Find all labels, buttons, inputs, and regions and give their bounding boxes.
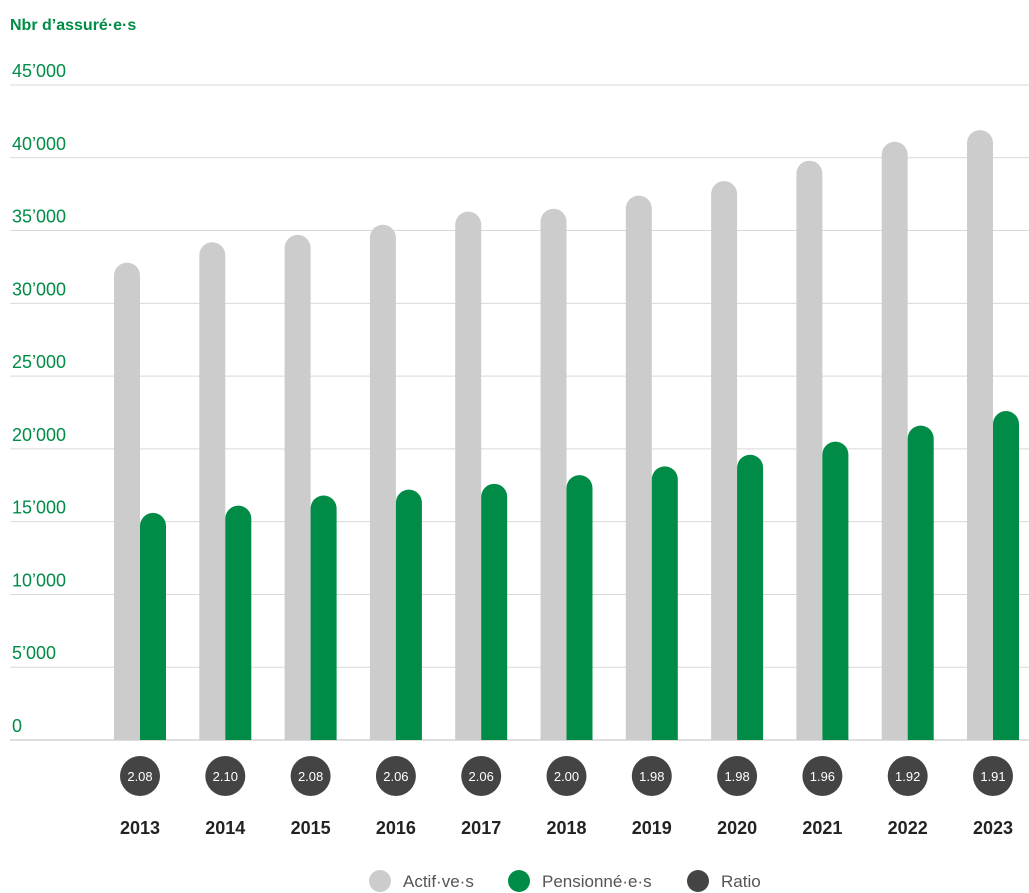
- bar-pensionnes: [737, 454, 764, 740]
- bar-actifs: [455, 211, 482, 741]
- bar-pensionnes: [822, 441, 849, 740]
- ratio-label: 2.00: [554, 769, 579, 784]
- ratio-badge: [717, 756, 758, 796]
- x-tick-label: 2023: [973, 818, 1013, 838]
- y-tick-label: 30’000: [12, 279, 66, 299]
- x-tick-label: 2018: [546, 818, 586, 838]
- bar-actifs: [796, 160, 823, 740]
- x-tick-label: 2017: [461, 818, 501, 838]
- ratio-badge: [205, 756, 246, 796]
- ratio-label: 1.98: [639, 769, 664, 784]
- x-tick-label: 2020: [717, 818, 757, 838]
- y-tick-label: 15’000: [12, 498, 66, 518]
- bar-actifs: [711, 181, 738, 741]
- legend-label: Actif·ve·s: [403, 872, 474, 891]
- ratio-label: 2.10: [213, 769, 238, 784]
- legend-label: Ratio: [721, 872, 761, 891]
- y-tick-label: 0: [12, 716, 22, 736]
- x-tick-label: 2016: [376, 818, 416, 838]
- legend: Actif·ve·s Pensionné·e·s Ratio: [369, 870, 761, 892]
- y-tick-label: 25’000: [12, 352, 66, 372]
- legend-marker: [687, 870, 709, 892]
- bar-pensionnes: [140, 512, 166, 740]
- ratio-label: 2.08: [298, 769, 323, 784]
- legend-marker: [369, 870, 391, 892]
- x-axis-ticks: 2013 2014 2015 2016 2017 2018 2019 2020 2021 2022…: [120, 818, 1013, 838]
- x-tick-label: 2015: [291, 818, 331, 838]
- y-tick-label: 35’000: [12, 207, 66, 227]
- bar-pensionnes: [651, 466, 678, 740]
- ratio-label: 2.08: [127, 769, 152, 784]
- ratio-badge: [546, 756, 587, 796]
- legend-marker: [508, 870, 530, 892]
- y-axis-title: Nbr d’assuré·e·s: [10, 17, 136, 34]
- gridlines: [10, 84, 1029, 741]
- bar-pensionnes: [907, 425, 934, 740]
- y-tick-label: 40’000: [12, 134, 66, 154]
- bar-pensionnes: [310, 495, 337, 740]
- bar-actifs: [881, 141, 908, 740]
- bar-pensionnes: [993, 411, 1019, 740]
- x-tick-label: 2021: [802, 818, 842, 838]
- ratio-badge: [973, 756, 1013, 796]
- bar-actifs: [284, 234, 311, 740]
- bar-pensionnes: [395, 489, 422, 740]
- ratio-label: 1.91: [980, 769, 1005, 784]
- y-tick-label: 5’000: [12, 643, 56, 663]
- ratio-label: 2.06: [383, 769, 408, 784]
- bar-pensionnes: [225, 505, 252, 740]
- ratio-label: 1.92: [895, 769, 920, 784]
- ratio-badge: [375, 756, 416, 796]
- ratio-label: 1.98: [724, 769, 749, 784]
- bar-actifs: [369, 224, 396, 740]
- bar-actifs: [199, 242, 226, 740]
- bar-actifs: [967, 130, 993, 741]
- ratio-badge: [461, 756, 502, 796]
- ratio-badges: 2.08 2.10 2.08 2.06 2.06 2.00 1.98 1.98 1.96 1.92…: [120, 756, 1013, 796]
- y-tick-label: 45’000: [12, 61, 66, 81]
- x-tick-label: 2019: [632, 818, 672, 838]
- y-axis-ticks: 0 5’000 10’000 15’000 20’000 25’000 30’000 35’0…: [12, 61, 66, 736]
- x-tick-label: 2014: [205, 818, 245, 838]
- y-tick-label: 20’000: [12, 425, 66, 445]
- ratio-label: 1.96: [810, 769, 835, 784]
- ratio-badge: [887, 756, 928, 796]
- bar-actifs: [540, 208, 567, 741]
- ratio-badge: [631, 756, 672, 796]
- legend-label: Pensionné·e·s: [542, 872, 652, 891]
- bar-pensionnes: [566, 475, 593, 740]
- ratio-badge: [802, 756, 843, 796]
- ratio-badge: [120, 756, 160, 796]
- ratio-badge: [290, 756, 331, 796]
- x-tick-label: 2013: [120, 818, 160, 838]
- bar-actifs: [114, 262, 140, 740]
- bar-pensionnes: [481, 483, 508, 740]
- ratio-label: 2.06: [469, 769, 494, 784]
- y-tick-label: 10’000: [12, 570, 66, 590]
- bar-actifs: [625, 195, 652, 741]
- x-tick-label: 2022: [888, 818, 928, 838]
- bars: [114, 130, 1019, 741]
